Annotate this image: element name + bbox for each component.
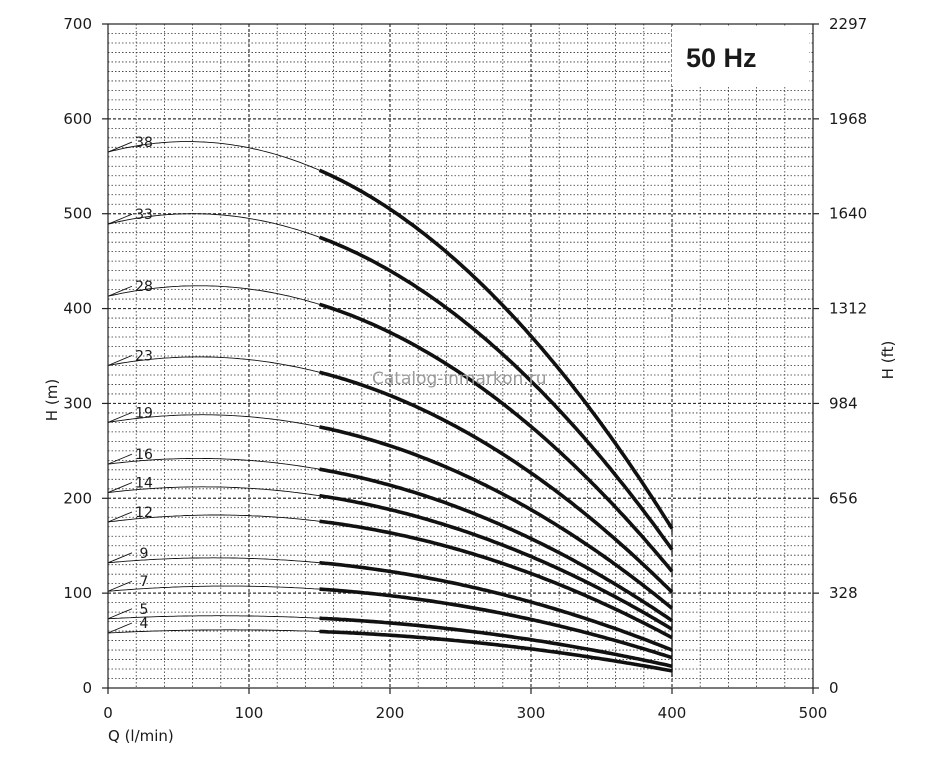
plot-frame (107, 23, 814, 689)
curve-label-14: 14 (135, 476, 153, 492)
curve-12-low-flow (107, 514, 320, 523)
y-tick-label: 100 (63, 584, 92, 602)
frequency-badge-box (672, 26, 809, 86)
curve-label-5: 5 (140, 602, 149, 618)
y2-tick-label: 0 (829, 679, 839, 697)
y-tick-label: 700 (63, 15, 92, 33)
curve-label-33: 33 (135, 207, 153, 223)
y-tick-label: 400 (63, 300, 92, 318)
curve-16-operating (319, 467, 674, 623)
curve-33-low-flow (107, 213, 320, 238)
watermark: Catalog-inmarkon.ru (372, 369, 546, 389)
curve-38-leader (107, 141, 133, 153)
y2-axis-title: H (ft) (879, 341, 897, 380)
curve-label-12: 12 (135, 505, 153, 521)
curve-5-leader (107, 608, 133, 620)
curve-28-low-flow (107, 285, 320, 305)
curve-14-operating (319, 493, 673, 631)
y-tick-label: 300 (63, 394, 92, 412)
curve-19-low-flow (107, 414, 320, 428)
curve-labels: 38 33 28 23 19 16 14 12 9 7 54 (107, 135, 153, 634)
curve-5-operating (319, 616, 673, 668)
curve-38-low-flow (107, 141, 320, 171)
y2-tick-label: 328 (829, 584, 858, 602)
frequency-badge: 50 Hz (672, 26, 809, 86)
curve-5-low-flow (107, 615, 320, 620)
curve-9-low-flow (107, 557, 320, 564)
curve-4-low-flow (107, 629, 320, 634)
x-tick-label: 300 (517, 704, 546, 722)
y2-tick-label: 1640 (829, 205, 867, 223)
curve-7-low-flow (107, 585, 320, 592)
curve-label-19: 19 (135, 405, 153, 421)
y-tick-label: 500 (63, 205, 92, 223)
y-axis-title: H (m) (43, 379, 61, 421)
curve-4-operating (319, 629, 673, 673)
curve-label-28: 28 (135, 279, 153, 295)
curve-label-4: 4 (140, 616, 149, 632)
x-axis-title: Q (l/min) (108, 727, 174, 745)
y2-tick-label: 1968 (829, 110, 867, 128)
curve-label-9: 9 (140, 546, 149, 562)
y2-tick-label: 656 (829, 489, 858, 507)
curve-label-16: 16 (135, 447, 153, 463)
axes: 0 100 200 300 400 500010020030040050060070003… (63, 15, 867, 722)
curve-28-leader (107, 285, 133, 297)
curve-14-leader (107, 482, 133, 494)
x-tick-label: 0 (103, 704, 113, 722)
curve-19-operating (319, 425, 674, 610)
curve-7-leader (107, 580, 133, 592)
curve-19-leader (107, 411, 133, 423)
curve-9-operating (319, 560, 673, 652)
grid (108, 24, 813, 688)
curve-16-low-flow (107, 457, 320, 470)
y-tick-label: 600 (63, 110, 92, 128)
curve-16-leader (107, 453, 133, 465)
curve-33-leader (107, 213, 133, 225)
curve-23-low-flow (107, 356, 320, 373)
x-tick-label: 100 (235, 704, 264, 722)
curve-23-operating (319, 370, 674, 594)
y2-tick-label: 984 (829, 394, 858, 412)
curve-label-7: 7 (140, 574, 149, 590)
curve-14-low-flow (107, 486, 320, 497)
curve-28-operating (319, 302, 674, 573)
curve-12-leader (107, 511, 133, 523)
x-tick-label: 500 (799, 704, 828, 722)
curve-label-23: 23 (135, 348, 153, 364)
x-tick-label: 400 (658, 704, 687, 722)
curve-12-operating (319, 519, 673, 640)
curve-33-operating (318, 235, 674, 551)
curve-label-38: 38 (135, 135, 153, 151)
curve-38-operating (318, 168, 674, 530)
y2-tick-label: 2297 (829, 15, 867, 33)
y-tick-label: 0 (82, 679, 92, 697)
curve-4-leader (107, 622, 133, 634)
curve-7-operating (319, 587, 673, 660)
y-tick-label: 200 (63, 489, 92, 507)
curve-9-leader (107, 552, 133, 564)
x-tick-label: 200 (376, 704, 405, 722)
curve-23-leader (107, 355, 133, 366)
frequency-label: 50 Hz (686, 43, 757, 73)
y2-tick-label: 1312 (829, 300, 867, 318)
curves (107, 141, 674, 677)
